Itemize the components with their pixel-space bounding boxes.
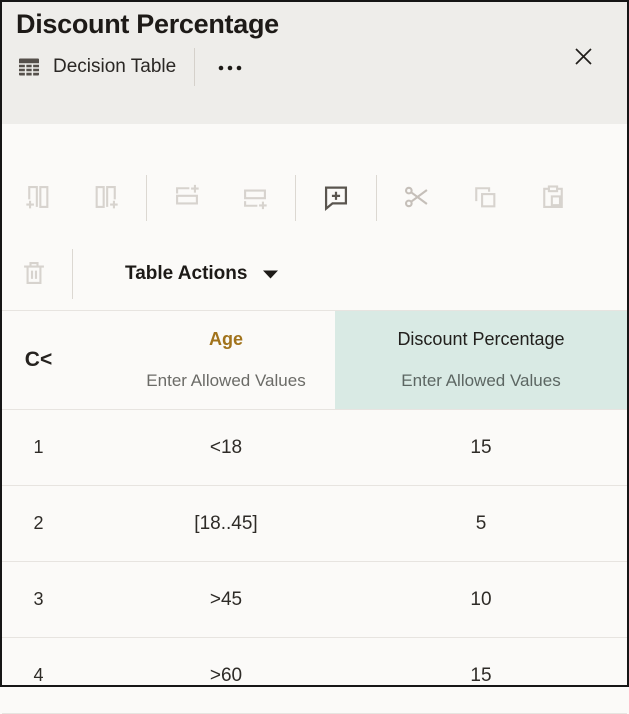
page-title: Discount Percentage bbox=[16, 9, 279, 39]
condition-cell[interactable]: >45 bbox=[209, 588, 243, 610]
table-row: 3 >45 10 bbox=[2, 562, 627, 638]
output-cell[interactable]: 10 bbox=[470, 588, 492, 610]
output-cell[interactable]: 15 bbox=[470, 664, 492, 686]
toolbar-divider bbox=[376, 175, 377, 221]
add-column-after-icon bbox=[92, 183, 120, 214]
add-column-before-icon bbox=[24, 183, 52, 214]
allowed-values-placeholder[interactable]: Enter Allowed Values bbox=[401, 371, 561, 390]
add-row-below-button[interactable] bbox=[221, 176, 289, 220]
column-header-discount-percentage[interactable]: Discount Percentage Enter Allowed Values bbox=[335, 311, 627, 409]
toolbar-divider bbox=[72, 249, 73, 299]
row-number-cell[interactable]: 4 bbox=[33, 665, 44, 685]
allowed-values-placeholder[interactable]: Enter Allowed Values bbox=[146, 371, 306, 390]
annotation-add-icon bbox=[322, 183, 350, 214]
add-row-below-icon bbox=[241, 183, 269, 214]
copy-button[interactable] bbox=[451, 176, 519, 220]
table-actions-button[interactable]: Table Actions bbox=[125, 263, 279, 285]
decision-table-header: C< Age Enter Allowed Values Discount Per… bbox=[2, 311, 627, 410]
overflow-menu-button[interactable] bbox=[211, 52, 249, 82]
caret-down-icon bbox=[263, 263, 279, 285]
condition-cell[interactable]: <18 bbox=[209, 436, 243, 458]
delete-button[interactable] bbox=[4, 252, 64, 296]
close-icon bbox=[573, 46, 594, 70]
table-actions-label: Table Actions bbox=[125, 263, 248, 284]
decision-table: C< Age Enter Allowed Values Discount Per… bbox=[2, 310, 627, 714]
row-number-cell[interactable]: 3 bbox=[33, 589, 44, 609]
paste-icon bbox=[539, 183, 567, 214]
copy-icon bbox=[471, 183, 499, 214]
decision-table-icon bbox=[16, 54, 42, 80]
trash-icon bbox=[20, 259, 48, 290]
add-row-above-button[interactable] bbox=[153, 176, 221, 220]
output-cell[interactable]: 15 bbox=[470, 436, 492, 458]
close-button[interactable] bbox=[569, 44, 597, 72]
row-number-cell[interactable]: 2 bbox=[33, 513, 44, 533]
toolbar-row-actions: Table Actions bbox=[4, 248, 627, 300]
table-row: 1 <18 15 bbox=[2, 410, 627, 486]
add-annotation-button[interactable] bbox=[302, 176, 370, 220]
ellipsis-icon bbox=[217, 60, 243, 75]
table-row: 2 [18..45] 5 bbox=[2, 486, 627, 562]
cut-icon bbox=[403, 183, 431, 214]
paste-button[interactable] bbox=[519, 176, 587, 220]
panel-header: Discount Percentage Decision Table bbox=[2, 2, 627, 124]
header-divider bbox=[194, 48, 196, 86]
panel-type-label: Decision Table bbox=[53, 56, 177, 77]
table-row: 4 >60 15 bbox=[2, 638, 627, 714]
condition-cell[interactable]: >60 bbox=[209, 664, 243, 686]
condition-cell[interactable]: [18..45] bbox=[194, 512, 258, 534]
table-toolbar: Table Actions bbox=[2, 174, 627, 300]
hit-policy-cell[interactable]: C< bbox=[24, 348, 53, 371]
row-number-cell[interactable]: 1 bbox=[33, 437, 44, 457]
output-cell[interactable]: 5 bbox=[475, 512, 487, 534]
column-header-age[interactable]: Age Enter Allowed Values bbox=[117, 311, 335, 409]
cut-button[interactable] bbox=[383, 176, 451, 220]
panel-subheader: Decision Table bbox=[16, 48, 613, 86]
toolbar-row-icons bbox=[4, 174, 627, 222]
add-column-before-button[interactable] bbox=[4, 176, 72, 220]
add-column-after-button[interactable] bbox=[72, 176, 140, 220]
column-label: Age bbox=[208, 329, 243, 349]
add-row-above-icon bbox=[173, 183, 201, 214]
toolbar-divider bbox=[146, 175, 147, 221]
toolbar-divider bbox=[295, 175, 296, 221]
column-label: Discount Percentage bbox=[397, 329, 565, 349]
